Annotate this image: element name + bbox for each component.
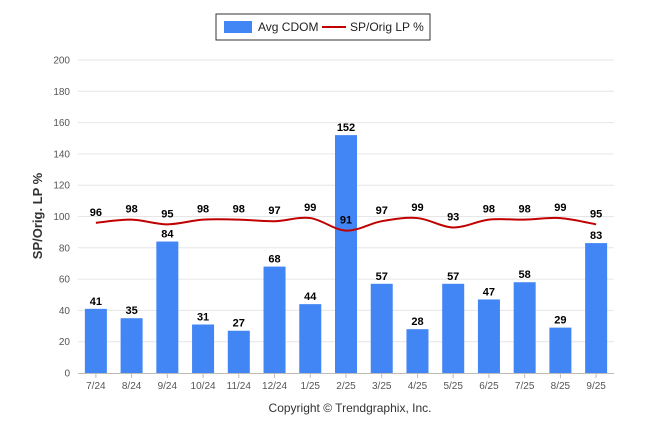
bar-value-label: 35 [125,305,137,317]
bar-value-label: 83 [590,230,602,242]
line-series [95,216,597,232]
bar[interactable] [370,283,393,373]
y-tick-label: 80 [59,243,71,254]
legend: Avg CDOM SP/Orig LP % [215,13,431,41]
y-tick-label: 160 [53,118,70,129]
line-value-label: 95 [590,208,602,220]
bar[interactable] [84,308,107,373]
x-tick-label: 8/24 [122,381,142,392]
x-tick-label: 5/25 [443,381,463,392]
x-tick-label: 11/24 [227,381,252,392]
bar-value-label: 27 [233,318,245,330]
bar[interactable] [513,282,536,373]
bar[interactable] [442,283,465,373]
bar-value-label: 44 [304,291,317,303]
line-value-label: 98 [197,204,209,216]
y-tick-label: 120 [53,181,70,192]
line-value-label: 97 [268,205,280,217]
line-value-label: 95 [161,208,173,220]
x-tick-label: 4/25 [408,381,428,392]
sp-orig-lp-line[interactable] [95,216,597,232]
y-tick-label: 0 [64,369,70,380]
bar-value-label: 47 [483,286,495,298]
line-value-label: 96 [90,207,102,219]
data-labels: 41 35 84 31 27 68 44 152 57 28 57 47 58 29 83 96 98 95 98 9… [90,122,603,330]
x-tick-label: 10/24 [191,381,216,392]
line-value-label: 93 [447,211,459,223]
x-tick-label: 6/25 [479,381,499,392]
y-tick-label: 40 [59,306,71,317]
bar[interactable] [299,304,322,373]
x-tick-label: 7/24 [86,381,106,392]
line-value-label: 91 [340,215,352,227]
bar[interactable] [477,299,500,373]
bar-value-label: 31 [197,311,209,323]
bar-value-label: 84 [161,229,174,241]
x-tick-label: 8/25 [551,381,571,392]
y-axis-label: SP/Orig. LP % [30,172,45,259]
line-value-label: 98 [483,204,495,216]
line-value-label: 98 [519,204,531,216]
y-tick-label: 20 [59,337,71,348]
legend-swatch-avg-cdom [224,21,252,33]
axes: 0 20 40 60 80 100 120 140 160 180 200 7/24 8/24 9/24 1… [53,56,614,392]
x-tick-label: 12/24 [262,381,287,392]
bar-value-label: 58 [519,269,531,281]
x-tick-label: 9/24 [158,381,178,392]
bar[interactable] [156,241,179,373]
bars [84,135,608,373]
y-tick-label: 200 [53,56,70,67]
bar-value-label: 29 [554,315,566,327]
legend-label-sp-orig-lp: SP/Orig LP % [350,20,424,34]
bar-value-label: 28 [411,316,423,328]
x-tick-label: 1/25 [301,381,321,392]
line-value-label: 98 [125,204,137,216]
line-value-label: 99 [554,202,566,214]
bar-value-label: 68 [268,254,280,266]
bar[interactable] [263,266,286,373]
x-tick-label: 7/25 [515,381,535,392]
line-value-label: 97 [376,205,388,217]
x-tick-label: 9/25 [586,381,606,392]
legend-label-avg-cdom: Avg CDOM [258,20,318,34]
line-value-label: 99 [411,202,423,214]
line-value-label: 98 [233,204,245,216]
x-tick-label: 2/25 [336,381,356,392]
bar[interactable] [585,243,608,373]
y-tick-label: 100 [53,212,70,223]
y-tick-label: 180 [53,87,70,98]
bar-value-label: 57 [447,271,459,283]
line-value-label: 99 [304,202,316,214]
bar-value-label: 57 [376,271,388,283]
y-tick-label: 140 [53,149,70,160]
bar-value-label: 41 [90,296,102,308]
x-tick-label: 3/25 [372,381,392,392]
bar[interactable] [549,327,572,373]
bar[interactable] [335,135,357,373]
bar[interactable] [120,318,143,373]
copyright-text: Copyright © Trendgraphix, Inc. [269,401,432,415]
bar-value-label: 152 [337,122,355,134]
bar[interactable] [406,329,429,373]
bar[interactable] [227,330,250,373]
bar[interactable] [192,324,215,373]
y-tick-label: 60 [59,275,71,286]
